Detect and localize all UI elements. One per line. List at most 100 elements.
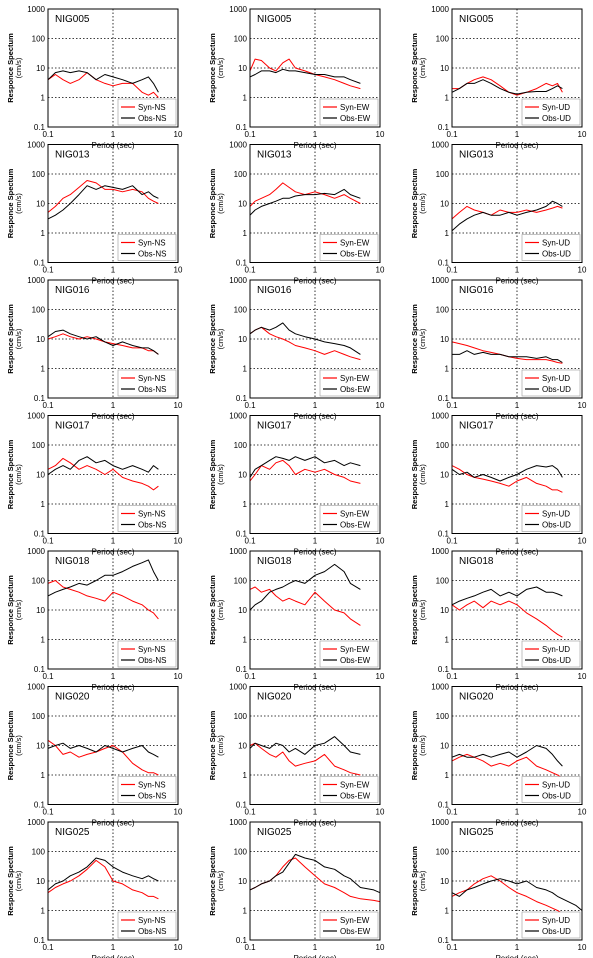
y-tick-label: 0.1 [236,394,248,403]
legend-label-obs-ns: Obs-NS [138,521,166,530]
y-tick-label: 1000 [431,276,449,285]
y-tick-label: 0.1 [236,123,248,132]
y-tick-label: 1000 [431,683,449,692]
plot-frame [249,686,381,805]
x-tick-label: 10 [174,266,183,275]
series-line-obs-ew [249,322,361,355]
y-tick-label: 1 [445,365,450,374]
chart-title: NIG016 [459,285,494,296]
x-tick-label: 0.1 [446,808,458,817]
x-tick-label: 10 [376,672,385,681]
x-tick-label: 10 [376,401,385,410]
series-line-obs-ew [249,736,361,755]
y-tick-label: 1 [243,500,248,509]
x-axis-label: Period (sec) [495,954,538,958]
legend-label-obs-ns: Obs-NS [138,792,166,801]
y-tick-label: 10 [36,606,45,615]
chart-title: NIG025 [459,827,494,838]
series-line-syn-ew [249,58,361,90]
chart-nig025-ew: 0.1 1 10 100 1000 0.1 1 10 Period (sec) Responce … [208,818,385,958]
chart-title: NIG013 [55,150,90,161]
x-tick-label: 1 [515,808,520,817]
legend: Syn-UD Obs-UD [521,98,581,126]
y-axis-label: Responce Spectum [208,168,217,238]
y-tick-label: 10 [238,606,247,615]
chart-title: NIG005 [55,14,90,25]
legend-label-syn-ud: Syn-UD [542,374,570,383]
x-tick-label: 0.1 [446,266,458,275]
x-tick-label: 10 [376,808,385,817]
series-line-syn-ud [451,341,563,364]
legend-box [117,98,177,126]
legend-box [319,911,379,939]
y-axis-label: Responce Spectum [410,846,419,916]
y-axis-unit: (cm/s) [14,735,23,756]
y-tick-label: 0.1 [34,259,46,268]
y-tick-label: 1 [445,771,450,780]
chart-title: NIG005 [257,14,292,25]
legend-label-obs-ew: Obs-EW [340,250,371,259]
legend-box [521,234,581,261]
x-tick-label: 1 [515,401,520,410]
y-tick-label: 1000 [431,818,449,827]
y-tick-label: 1000 [229,547,247,556]
y-axis-unit: (cm/s) [14,599,23,620]
series-line-obs-ns [47,456,159,475]
y-axis-label: Responce Spectum [208,575,217,645]
legend: Syn-EW Obs-EW [319,640,379,668]
legend-box [319,369,379,397]
legend-label-obs-ud: Obs-UD [542,385,571,394]
y-axis-label: Responce Spectum [6,304,15,374]
x-tick-label: 1 [111,130,116,139]
y-tick-label: 100 [436,848,450,857]
x-tick-label: 0.1 [42,672,54,681]
legend-label-syn-ns: Syn-NS [138,645,166,654]
y-tick-label: 10 [238,877,247,886]
series-line-syn-ns [47,333,159,355]
legend-label-syn-ud: Syn-UD [542,103,570,112]
x-tick-label: 0.1 [42,401,54,410]
y-tick-label: 100 [32,577,46,586]
x-tick-label: 1 [111,672,116,681]
series-line-obs-ns [47,559,159,597]
legend-box [521,776,581,803]
y-tick-label: 1000 [229,276,247,285]
legend-box [117,505,177,532]
y-tick-label: 1000 [27,547,45,556]
x-tick-label: 10 [376,130,385,139]
x-tick-label: 1 [313,130,318,139]
legend-box [117,776,177,803]
y-axis-unit: (cm/s) [216,464,225,485]
plot-frame [451,550,583,670]
y-tick-label: 100 [32,441,46,450]
y-tick-label: 100 [234,848,248,857]
legend-label-syn-ns: Syn-NS [138,510,166,519]
y-axis-label: Responce Spectum [410,575,419,645]
y-tick-label: 0.1 [438,259,450,268]
chart-title: NIG016 [55,285,90,296]
series-line-syn-ew [249,459,361,484]
y-tick-label: 1 [445,229,450,238]
y-axis-unit: (cm/s) [418,870,427,891]
x-tick-label: 10 [174,130,183,139]
legend: Syn-NS Obs-NS [117,911,177,939]
legend: Syn-UD Obs-UD [521,776,581,803]
plot-frame [249,279,381,399]
legend-label-obs-ns: Obs-NS [138,114,166,123]
x-tick-label: 1 [515,672,520,681]
series-line-obs-ew [249,853,381,894]
x-axis-label: Period (sec) [293,954,336,958]
y-tick-label: 1000 [27,683,45,692]
series-line-syn-ns [47,180,159,213]
y-axis-unit: (cm/s) [14,464,23,485]
y-axis-unit: (cm/s) [216,870,225,891]
y-tick-label: 0.1 [438,665,450,674]
plot-frame [451,415,583,534]
y-tick-label: 10 [440,606,449,615]
y-tick-label: 1000 [431,412,449,421]
